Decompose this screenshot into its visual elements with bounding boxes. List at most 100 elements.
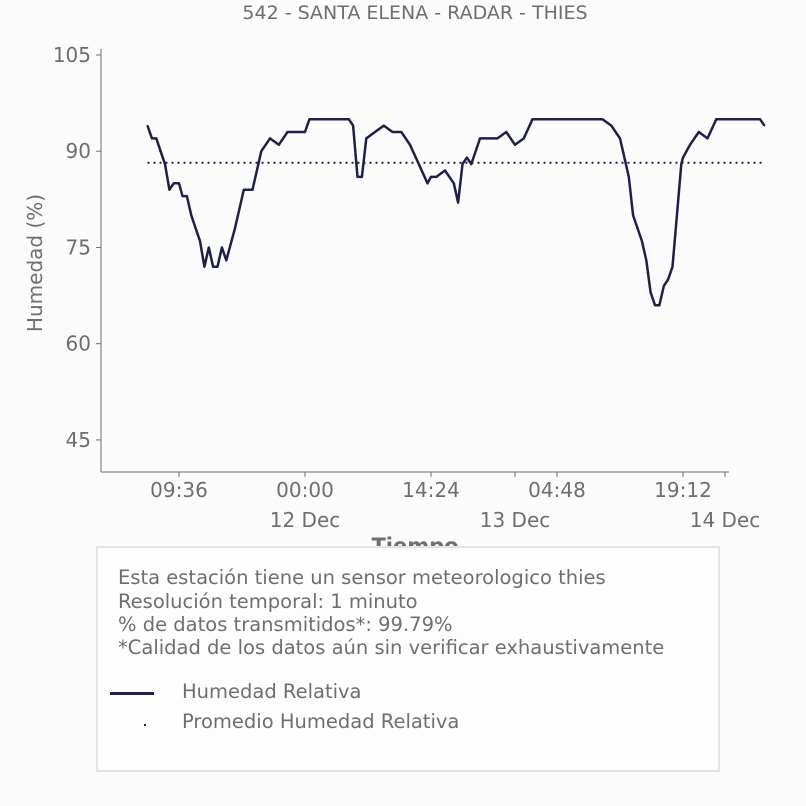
humidity-point: [383, 124, 385, 127]
humidity-point: [750, 118, 753, 120]
humidity-point: [759, 118, 761, 120]
humidity-point: [251, 188, 254, 191]
humidity-point: [365, 137, 368, 140]
humidity-point: [374, 131, 376, 133]
humidity-point: [212, 265, 214, 268]
humidity-point: [216, 265, 219, 268]
humidity-point: [601, 118, 604, 120]
humidity-point: [645, 259, 648, 262]
legend-label-average: Promedio Humedad Relativa: [182, 710, 460, 733]
info-line-transmitted: % de datos transmitidos*: 99.79%: [118, 613, 453, 636]
humidity-point: [186, 195, 188, 197]
humidity-point: [159, 150, 162, 152]
humidity-point: [426, 182, 429, 185]
humidity-point: [479, 137, 481, 140]
humidity-point: [361, 176, 363, 178]
y-tick-label: 90: [66, 139, 91, 163]
humidity-point: [623, 156, 626, 159]
humidity-point: [470, 163, 473, 165]
humidity-point: [531, 118, 534, 120]
humidity-point: [523, 137, 525, 140]
humidity-point: [654, 304, 656, 307]
humidity-point: [238, 208, 241, 210]
humidity-chart: 45 60 75 90 105 09:36 00:00 14:24 04:48 19:12 12 D…: [23, 43, 766, 558]
humidity-point: [173, 182, 175, 185]
humidity-point: [194, 227, 197, 229]
y-tick-label: 45: [66, 428, 91, 452]
humidity-point: [278, 144, 280, 146]
humidity-point: [628, 176, 630, 178]
humidity-point: [715, 118, 718, 120]
humidity-point: [146, 124, 149, 127]
humidity-point: [199, 240, 201, 242]
humidity-point: [308, 118, 311, 120]
humidity-point: [181, 195, 184, 197]
humidity-point: [671, 265, 674, 268]
x-tick-label: 14:24: [402, 478, 460, 502]
humidity-point: [763, 124, 766, 127]
humidity-point: [151, 137, 153, 140]
humidity-point: [418, 163, 420, 165]
x-date-label: 13 Dec: [480, 508, 551, 532]
humidity-point: [453, 182, 455, 185]
humidity-point: [667, 278, 669, 281]
humidity-point: [584, 118, 586, 120]
x-tick-label: 19:12: [654, 478, 712, 502]
y-tick-label: 60: [66, 332, 91, 356]
humidity-point: [663, 285, 665, 287]
humidity-point: [676, 214, 678, 217]
humidity-point: [178, 182, 180, 185]
dotted-line-icon: [144, 724, 146, 726]
humidity-point: [430, 176, 432, 178]
humidity-point: [295, 131, 298, 133]
humidity-point: [155, 137, 158, 140]
solid-line-icon: [110, 692, 154, 695]
info-legend-box: Esta estación tiene un sensor meteorolog…: [96, 546, 720, 772]
legend-label-humidity: Humedad Relativa: [182, 680, 362, 703]
humidity-point: [724, 118, 726, 120]
humidity-point: [549, 118, 551, 120]
humidity-point: [409, 144, 411, 146]
humidity-point: [225, 259, 228, 262]
chart-title: 542 - SANTA ELENA - RADAR - THIES: [242, 2, 588, 24]
series-humidity-line: [146, 117, 766, 307]
humidity-point: [641, 240, 643, 242]
x-tick-label: 00:00: [276, 478, 334, 502]
humidity-point: [330, 118, 333, 120]
humidity-point: [682, 156, 684, 159]
humidity-point: [286, 131, 289, 133]
humidity-point: [164, 163, 166, 165]
humidity-point: [680, 163, 683, 165]
humidity-point: [505, 131, 508, 133]
humidity-point: [457, 201, 459, 204]
humidity-point: [269, 137, 271, 140]
humidity-point: [348, 118, 350, 120]
humidity-point: [321, 118, 324, 120]
humidity-point: [698, 131, 700, 133]
humidity-point: [208, 246, 210, 249]
humidity-point: [203, 265, 206, 268]
humidity-point: [488, 137, 490, 140]
humidity-point: [190, 214, 193, 217]
humidity-point: [435, 176, 438, 178]
humidity-point: [632, 214, 634, 217]
humidity-point: [243, 188, 245, 191]
humidity-point: [461, 163, 464, 165]
y-tick-label: 105: [53, 43, 91, 67]
humidity-point: [466, 156, 468, 159]
humidity-point: [391, 131, 394, 133]
humidity-point: [496, 137, 499, 140]
humidity-point: [556, 118, 558, 120]
x-date-label: 12 Dec: [270, 508, 341, 532]
humidity-point: [444, 169, 446, 172]
y-axis-label: Humedad (%): [23, 194, 47, 332]
x-tick-label: 09:36: [150, 478, 208, 502]
humidity-point: [706, 137, 709, 140]
humidity-point: [514, 144, 516, 146]
humidity-point: [619, 137, 621, 140]
info-line-quality-note: *Calidad de los datos aún sin verificar …: [118, 636, 665, 659]
humidity-point: [356, 176, 359, 178]
humidity-point: [658, 304, 661, 307]
humidity-point: [741, 118, 744, 120]
humidity-point: [234, 227, 236, 229]
